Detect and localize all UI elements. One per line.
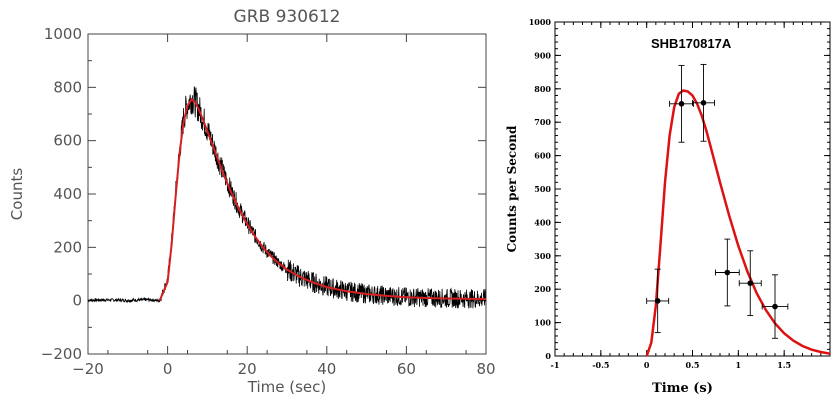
- data-point: [654, 298, 661, 304]
- y-tick-label: 800: [53, 78, 82, 96]
- x-axis-label: Time (sec): [247, 378, 326, 396]
- y-tick-label: 100: [534, 318, 551, 328]
- y-axis-label: Counts per Second: [505, 125, 519, 252]
- data-point: [678, 101, 685, 107]
- x-axis-label: Time (s): [652, 381, 713, 396]
- data-point: [700, 100, 707, 106]
- y-tick-label: 0: [545, 351, 551, 361]
- chart-title: GRB 930612: [234, 7, 341, 27]
- y-tick-label: 600: [534, 151, 551, 161]
- x-tick-label: 0.5: [686, 360, 700, 370]
- y-tick-label: 400: [534, 217, 551, 227]
- y-tick-label: 200: [53, 238, 82, 256]
- data-series-line: [87, 86, 487, 309]
- y-tick-label: 800: [534, 84, 551, 94]
- plot-frame: [554, 21, 831, 357]
- y-tick-label: −200: [41, 345, 82, 363]
- x-tick-label: 0: [644, 360, 650, 370]
- fit-curve-line: [158, 97, 487, 302]
- x-tick-label: 60: [397, 360, 416, 378]
- x-tick-label: 40: [317, 360, 336, 378]
- x-tick-label: 80: [476, 360, 495, 378]
- y-tick-label: 500: [534, 184, 551, 194]
- fit-curve-line: [645, 89, 831, 357]
- x-tick-label: 0: [163, 360, 173, 378]
- y-tick-label: 1000: [44, 25, 82, 43]
- y-tick-label: 700: [534, 117, 551, 127]
- y-tick-label: 400: [53, 185, 82, 203]
- y-tick-label: 300: [534, 251, 551, 261]
- y-tick-label: 200: [534, 284, 551, 294]
- y-tick-label: 600: [53, 132, 82, 150]
- x-tick-label: 20: [238, 360, 257, 378]
- x-tick-label: 1.5: [777, 360, 791, 370]
- y-tick-label: 0: [72, 292, 82, 310]
- y-axis-label: Counts: [8, 168, 26, 221]
- data-point: [772, 303, 778, 310]
- chart-title: SHB170817A: [651, 36, 732, 51]
- y-tick-label: 900: [534, 50, 551, 60]
- y-tick-label: 1000: [529, 17, 552, 27]
- data-point: [724, 269, 731, 276]
- x-tick-label: -0.5: [592, 360, 609, 370]
- x-tick-label: −20: [72, 360, 104, 378]
- data-point: [747, 280, 754, 286]
- x-tick-label: 1: [736, 360, 742, 370]
- x-tick-label: -1: [551, 360, 560, 370]
